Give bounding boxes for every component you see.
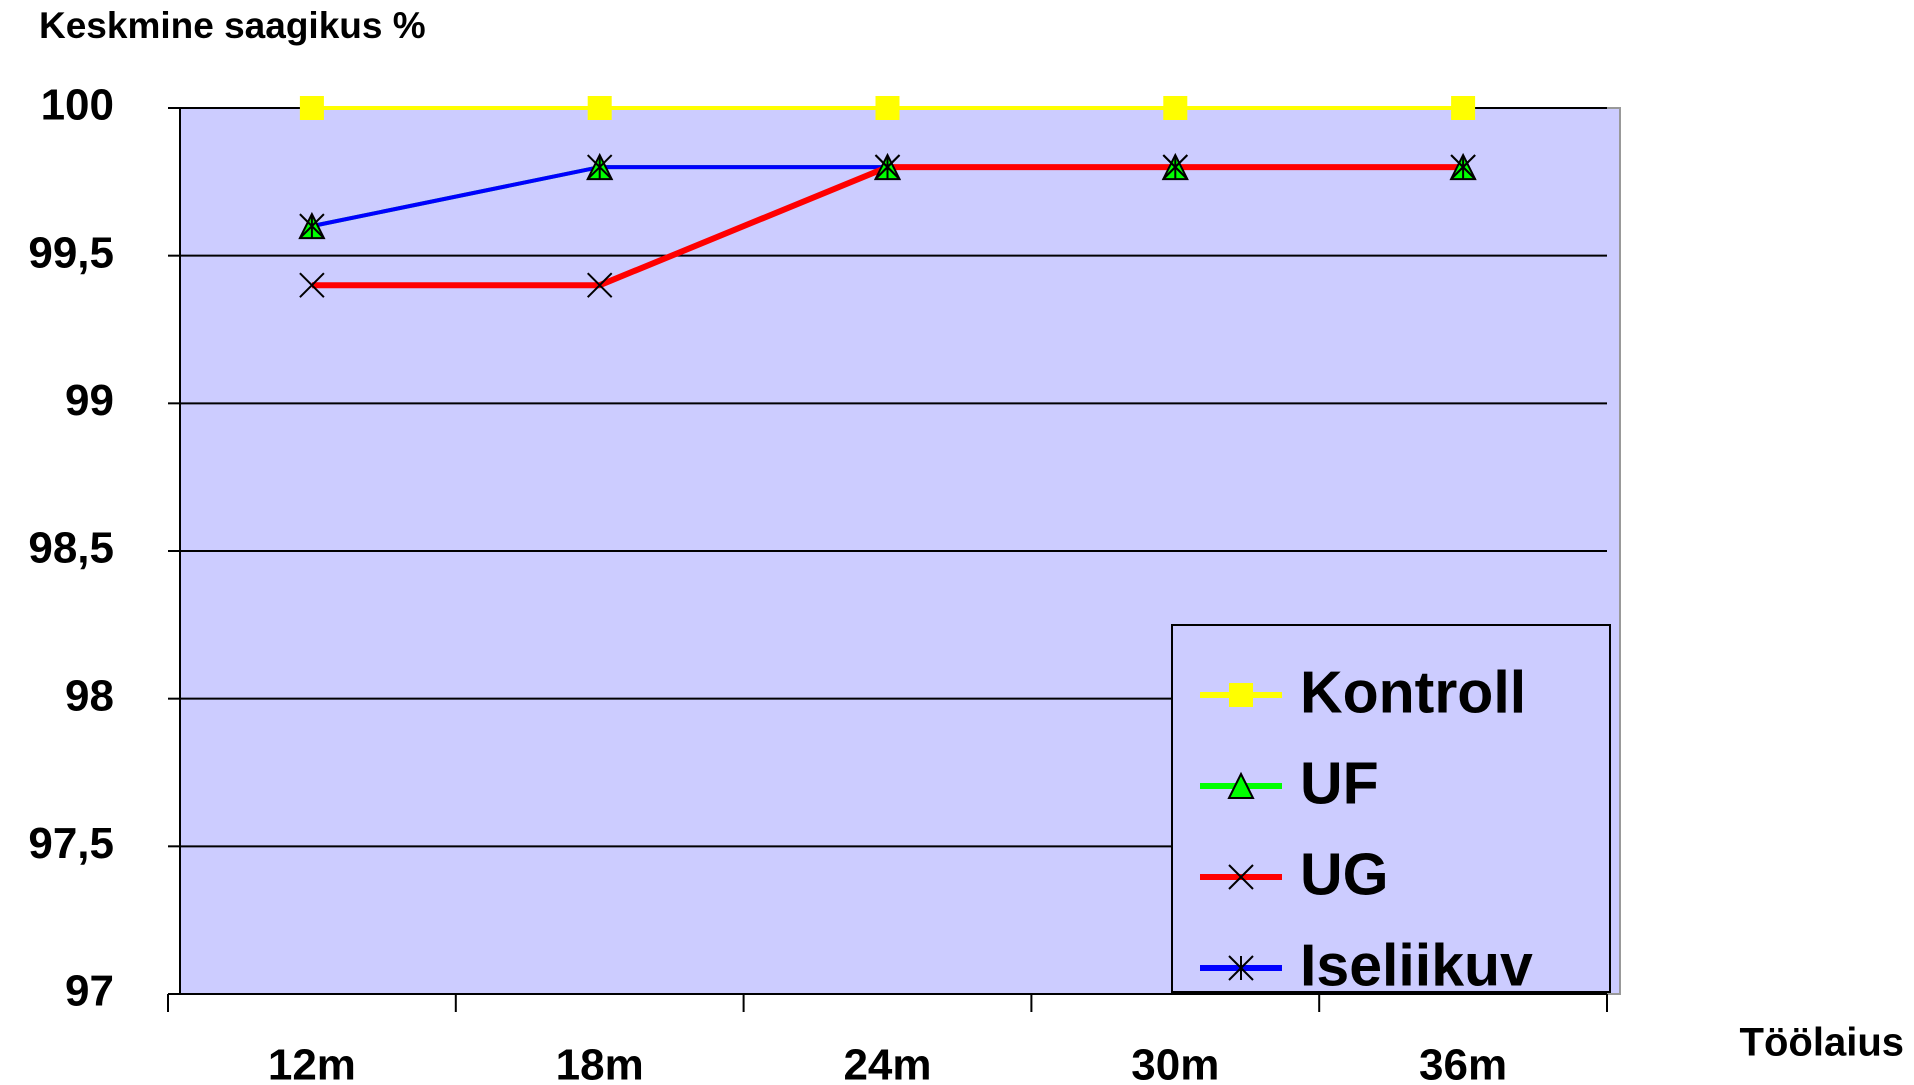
marker bbox=[1451, 96, 1476, 120]
y-tick-label: 97 bbox=[65, 967, 114, 1016]
legend: Kontroll UF UG Iseliikuv bbox=[1200, 660, 1533, 999]
y-tick-label: 98 bbox=[65, 671, 114, 720]
marker bbox=[587, 96, 612, 120]
marker bbox=[586, 272, 613, 298]
x-tick-label: 30m bbox=[1131, 1041, 1219, 1085]
x-tick-label: 36m bbox=[1419, 1041, 1507, 1085]
marker bbox=[299, 213, 325, 239]
marker bbox=[1163, 96, 1188, 120]
legend-label: Kontroll bbox=[1300, 660, 1526, 726]
marker bbox=[299, 272, 325, 298]
chart-title: Keskmine saagikus % bbox=[39, 5, 426, 46]
legend-label: Iseliikuv bbox=[1300, 933, 1533, 999]
marker bbox=[299, 96, 324, 120]
marker bbox=[874, 154, 901, 180]
x-tick-label: 18m bbox=[556, 1041, 644, 1085]
marker bbox=[875, 96, 900, 120]
marker bbox=[1227, 771, 1255, 799]
legend-label: UF bbox=[1300, 751, 1379, 817]
y-tick-label: 97,5 bbox=[28, 819, 114, 868]
y-tick-label: 100 bbox=[41, 81, 114, 130]
marker bbox=[586, 154, 613, 180]
marker bbox=[1228, 955, 1254, 981]
marker bbox=[1228, 864, 1254, 890]
marker bbox=[1229, 683, 1253, 707]
y-tick-label: 99,5 bbox=[28, 228, 114, 277]
x-tick-label: 24m bbox=[843, 1041, 931, 1085]
marker bbox=[1162, 154, 1189, 180]
legend-label: UG bbox=[1300, 842, 1389, 908]
y-tick-label: 98,5 bbox=[28, 524, 114, 573]
marker bbox=[1450, 154, 1476, 180]
x-tick-label: 12m bbox=[268, 1041, 356, 1085]
x-axis-label: Töölaius bbox=[1740, 1021, 1904, 1065]
y-tick-label: 99 bbox=[65, 376, 114, 425]
